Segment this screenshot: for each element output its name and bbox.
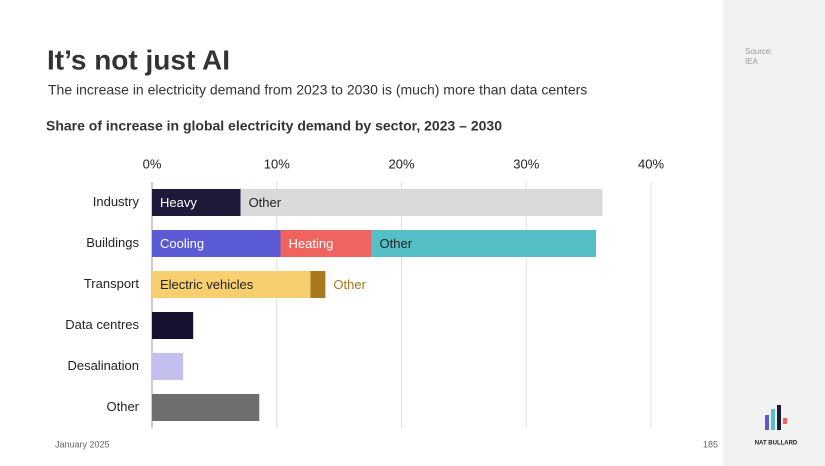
segment-label: Heating: [288, 236, 333, 251]
segment-label: Other: [333, 277, 366, 292]
chart-title: Share of increase in global electricity …: [46, 118, 502, 134]
segment-label: Heavy: [160, 195, 197, 210]
footer-date: January 2025: [55, 439, 110, 449]
x-tick-label: 10%: [264, 156, 290, 171]
y-tick-label: Industry: [93, 194, 140, 209]
y-tick-label: Data centres: [65, 317, 139, 332]
x-tick-label: 40%: [638, 156, 664, 171]
title: It’s not just AI: [47, 44, 230, 75]
logo: [765, 405, 787, 430]
sidebar: [723, 0, 825, 466]
segment-label: Electric vehicles: [160, 277, 254, 292]
x-tick-label: 0%: [143, 156, 162, 171]
bar-segment: [152, 271, 311, 298]
bar-segment: [152, 394, 260, 421]
segment-label: Other: [249, 195, 282, 210]
segment-label: Cooling: [160, 236, 204, 251]
bar-segment: [280, 230, 372, 257]
y-tick-label: Transport: [84, 276, 140, 291]
logo-bar: [783, 418, 787, 424]
bar-segment: [152, 189, 241, 216]
bar-segment: [240, 189, 603, 216]
page-number: 185: [703, 439, 718, 449]
y-tick-label: Desalination: [67, 358, 139, 373]
logo-bar: [771, 409, 775, 430]
bar-segment: [152, 312, 194, 339]
logo-bar: [765, 415, 769, 430]
bar-segment: [152, 353, 184, 380]
source-label: Source:: [745, 47, 773, 56]
x-tick-label: 20%: [388, 156, 414, 171]
y-tick-label: Buildings: [86, 235, 139, 250]
segment-label: Other: [380, 236, 413, 251]
brand: NAT BULLARD: [755, 441, 798, 447]
x-tick-label: 30%: [513, 156, 539, 171]
logo-bar: [777, 405, 781, 430]
bar-segment: [310, 271, 326, 298]
source-value: IEA: [745, 57, 759, 66]
y-tick-label: Other: [106, 399, 139, 414]
subtitle: The increase in electricity demand from …: [48, 82, 587, 98]
bar-segment: [371, 230, 597, 257]
bar-segment: [152, 230, 281, 257]
